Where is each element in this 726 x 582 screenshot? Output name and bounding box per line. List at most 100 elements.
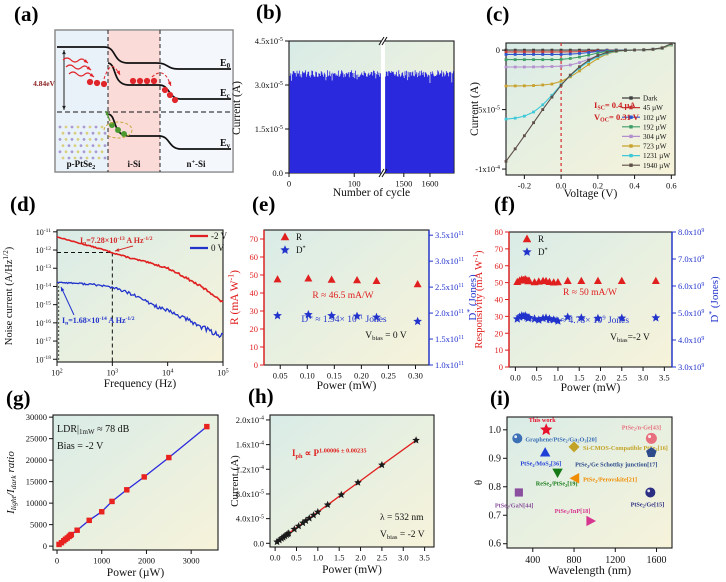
data-points: [273, 436, 420, 546]
annotations: In=7.28×10-13 A Hz-1/2 In=1.68×10-14 A Hz…: [60, 236, 153, 327]
region-label-i-si: i-Si: [127, 159, 141, 169]
device-point-ptse-2-gan-44: PtSe2/GaN[44]: [495, 488, 534, 510]
svg-text:6.0x109: 6.0x109: [678, 281, 704, 291]
annotation-1: D* ≈ 1.94× 1011 Jones: [301, 313, 387, 325]
y-axis-title: Current (A): [231, 81, 243, 135]
device-label-ptse-2-inp-18: PtSe2/InP[18]: [555, 508, 591, 515]
svg-text:10-11: 10-11: [36, 228, 51, 237]
x-axis-ticks: 0.05 0.10 0.15 0.20 0.25 0.30: [273, 365, 423, 381]
axis-break-marks: [378, 36, 388, 178]
svg-text:In=1.68×10-14 A Hz-1/2: In=1.68×10-14 A Hz-1/2: [62, 316, 135, 327]
x-axis-ticks: 0.0 0.5 1.0 1.5 2.0 2.5 3.0 3.5: [510, 367, 670, 383]
legend-label-d: D*: [538, 247, 548, 257]
device-point-rese-2-ptse-2-19: ReSe2/PtSe2[19]: [536, 468, 578, 488]
annotation-0: Iph ∝ P1.00006 ± 0.00235: [292, 448, 367, 460]
svg-text:0: 0: [43, 541, 47, 551]
svg-text:1.0: 1.0: [313, 553, 324, 563]
legend-label-3: 192 µW: [643, 123, 667, 131]
plot-area: [263, 229, 430, 366]
band-label-ev: Ev: [220, 138, 231, 150]
y-axis-ticks-left: 0 10 20 30 40 50 60 70: [250, 234, 264, 370]
legend: R D*: [280, 232, 306, 255]
annotations: LDR|1mW ≈ 78 dB Bias = -2 V: [57, 424, 130, 452]
svg-text:2.5: 2.5: [377, 553, 388, 563]
y-axis-title: Current (A): [470, 82, 481, 136]
svg-text:0.6: 0.6: [666, 181, 677, 191]
device-point-graphene-ptse-2-ga-2-o-3-20: Graphene/PtSe2/Ga2O3[20]: [512, 433, 597, 444]
y-axis-title: Noise current (A/Hz1/2): [1, 246, 15, 345]
svg-text:3.0: 3.0: [398, 553, 409, 563]
svg-text:50: 50: [250, 270, 259, 280]
device-point-ptse-2-ge-schottky-junction-17: PtSe2/Ge Schottky junction[17]: [575, 447, 657, 469]
x-axis-ticks: 0 100: [287, 173, 361, 189]
svg-text:0.8: 0.8: [489, 482, 502, 493]
x-axis-ticks: 102 103 104 105: [51, 362, 229, 378]
svg-text:1.5x10-5: 1.5x10-5: [255, 124, 283, 134]
legend-label-r: R: [296, 232, 302, 242]
svg-text:15000: 15000: [26, 477, 47, 487]
svg-text:0: 0: [499, 362, 503, 372]
panel-label-d: (d): [10, 192, 36, 216]
svg-text:102: 102: [51, 368, 63, 378]
y-axis-ticks-left: 0.0 4.0x10-5 8.0x10-5 1.2x10-4 1.6x10-4 2.0x1…: [236, 415, 270, 548]
series--2-v: [56, 236, 224, 303]
legend-label-6: 1231 µW: [643, 152, 670, 160]
annotation-2: Vbias = -2 V: [380, 530, 425, 541]
panel-label-e: (e): [252, 192, 276, 216]
electron-dots: [86, 66, 179, 104]
y-axis-ticks-left: 0 5000 10000 15000 20000 25000 30000: [26, 412, 53, 551]
panel-b-cycling-canvas: 0.0 1.5x10-5 3.0x10-5 4.5x10-5 0 100 1500 1600 N…: [231, 36, 455, 199]
svg-text:3.5: 3.5: [659, 373, 670, 383]
svg-text:103: 103: [107, 368, 119, 378]
device-label-ptse-2-ge-15: PtSe2/Ge[15]: [631, 501, 665, 508]
device-point-ptse-2-mos-2-36: PtSe2/MoS2[36]: [520, 447, 561, 468]
svg-text:1.5: 1.5: [334, 553, 345, 563]
annotation-0: LDR|1mW ≈ 78 dB: [57, 424, 130, 436]
device-point-ptse-2-perovskite-21: PtSe2/Perovskite[21]: [569, 473, 637, 484]
device-label-rese-2-ptse-2-19: ReSe2/PtSe2[19]: [536, 481, 578, 488]
svg-text:80: 80: [495, 227, 504, 237]
svg-text:1.5: 1.5: [574, 373, 585, 383]
svg-text:100: 100: [348, 179, 361, 189]
svg-text:1.5x1011: 1.5x1011: [435, 334, 464, 344]
x-axis-title: Voltage (V): [564, 188, 618, 200]
annotations: R ≈ 50 mA/W D* ≈ 4.78× 109 Jones Vbias=-2 …: [547, 288, 650, 344]
device-point-ptse-2-inp-18: PtSe2/InP[18]: [555, 508, 597, 527]
svg-text:-0.2: -0.2: [518, 181, 531, 191]
legend-label-7: 1940 µW: [643, 162, 670, 170]
device-label-ptse-2-gan-44: PtSe2/GaN[44]: [495, 502, 534, 509]
ptse2-lattice: [58, 125, 107, 160]
x-axis-ticks: -0.2 0.0 0.2 0.4 0.6: [518, 175, 677, 191]
svg-text:2.0: 2.0: [355, 553, 366, 563]
svg-text:70: 70: [250, 234, 259, 244]
device-point-ptse-2-ge-15: PtSe2/Ge[15]: [631, 487, 665, 509]
svg-text:-1x10-4: -1x10-4: [475, 164, 500, 174]
svg-text:1000: 1000: [93, 556, 110, 566]
svg-text:50: 50: [495, 278, 504, 288]
device-point-ptse-2-n-ge-43: PtSe2/n-Ge[43]: [622, 424, 661, 444]
annotation-0: R ≈ 46.5 mA/W: [312, 291, 373, 301]
svg-text:3.0x1011: 3.0x1011: [435, 256, 464, 266]
energy-bands: [57, 46, 231, 150]
svg-text:1.0x1011: 1.0x1011: [435, 360, 464, 370]
legend-label-0: Dark: [643, 95, 658, 103]
svg-text:10-18: 10-18: [36, 355, 52, 364]
svg-text:3000: 3000: [183, 556, 200, 566]
panel-label-g: (g): [6, 386, 31, 410]
band-diagram: E0 Ec Ev p-PtSe2 i-Si n+-Si 4.84eV: [33, 29, 234, 173]
svg-text:1600: 1600: [421, 179, 438, 189]
svg-text:8.0x109: 8.0x109: [678, 227, 704, 237]
panel-label-i: (i): [490, 386, 510, 410]
panel-h-power-law-canvas: 0.0 4.0x10-5 8.0x10-5 1.2x10-4 1.6x10-4 2.0x1…: [229, 414, 435, 576]
panel-label-c: (c): [486, 2, 510, 26]
svg-text:1600: 1600: [647, 555, 667, 566]
svg-text:0.0: 0.0: [272, 168, 283, 178]
svg-text:0.30: 0.30: [408, 371, 423, 381]
y-axis-ticks-right: 1.0x1011 1.5x1011 2.0x1011 2.5x1011 3.0x1011…: [429, 230, 464, 370]
svg-text:30: 30: [495, 311, 504, 321]
svg-text:10: 10: [250, 342, 259, 352]
band-label-ec: Ec: [220, 88, 230, 100]
panel-a-band-diagram-canvas: E0 Ec Ev p-PtSe2 i-Si n+-Si 4.84eV: [33, 29, 234, 173]
